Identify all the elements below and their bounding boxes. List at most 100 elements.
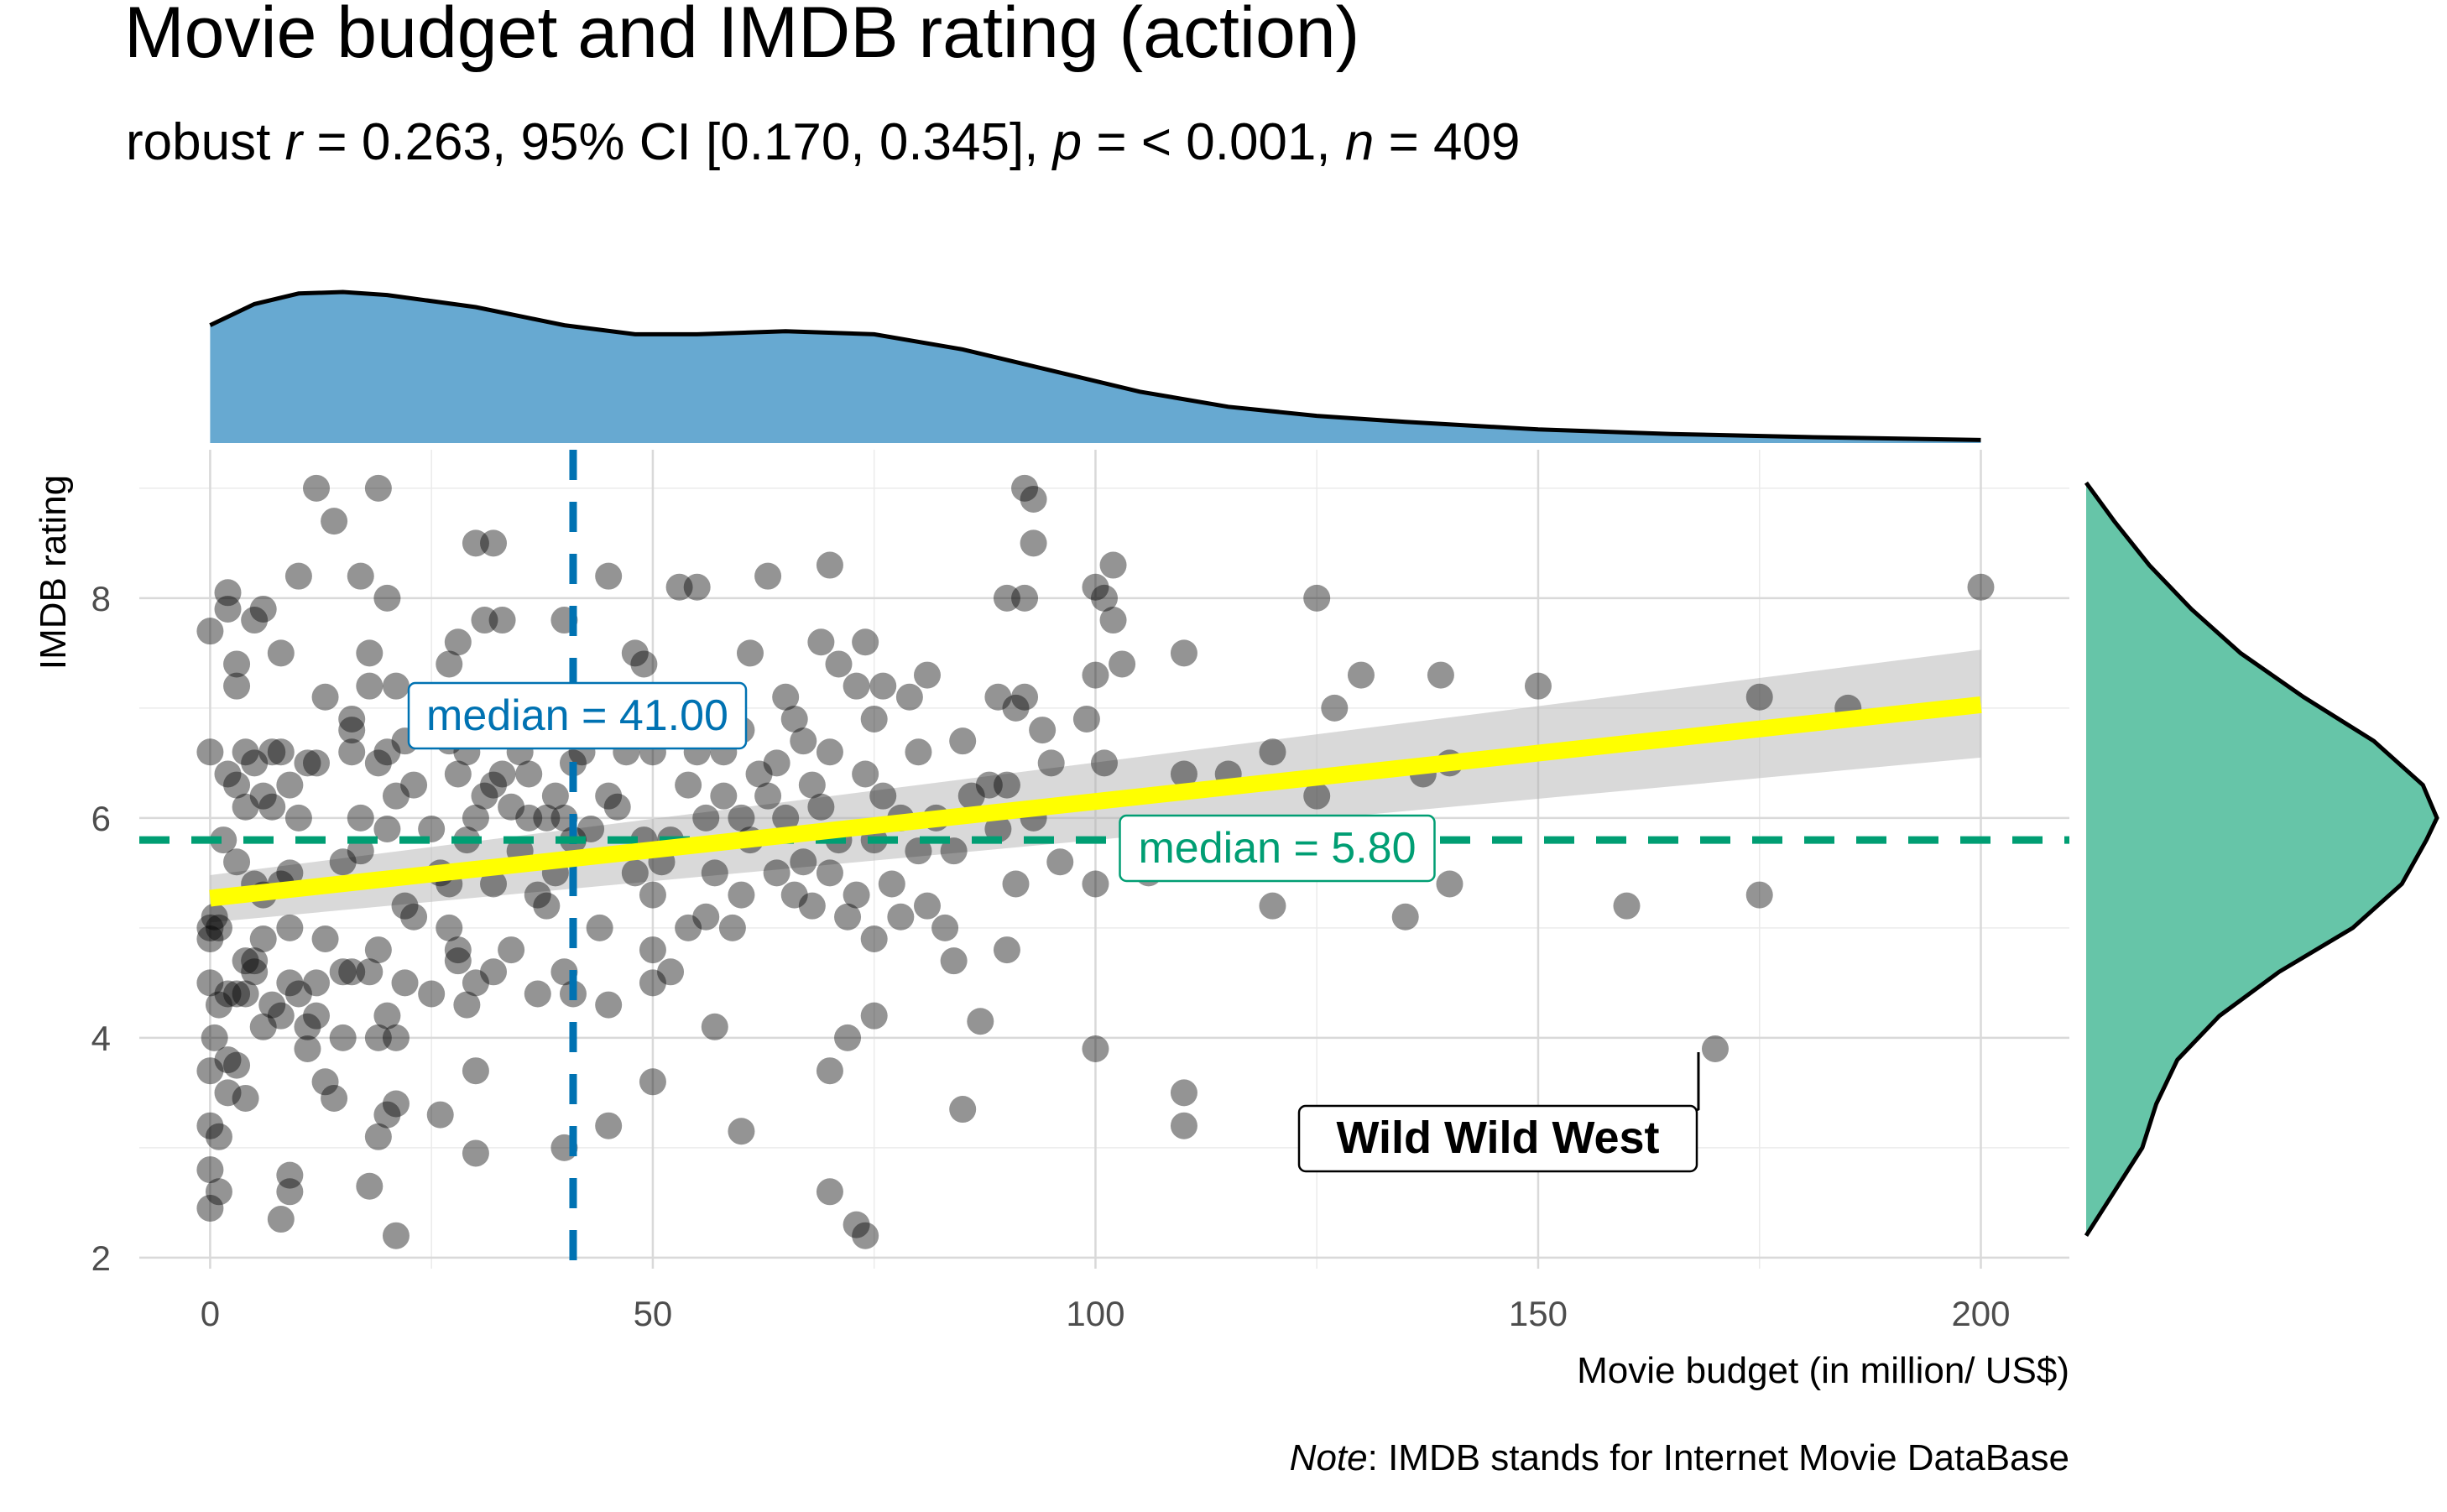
marginal-y-outline	[2084, 481, 2439, 1238]
data-point	[303, 969, 331, 997]
data-point	[232, 738, 259, 766]
data-point	[736, 639, 764, 667]
data-point	[223, 650, 251, 678]
x-tick-label: 0	[201, 1294, 220, 1333]
data-point	[196, 618, 224, 645]
data-point	[1170, 639, 1197, 667]
data-point	[214, 579, 242, 607]
data-point	[453, 991, 481, 1019]
data-point	[1072, 705, 1100, 733]
data-point	[1082, 870, 1109, 898]
data-point	[338, 958, 366, 986]
data-point	[294, 1013, 321, 1040]
data-point	[905, 738, 932, 766]
data-point	[834, 903, 862, 931]
median-y-label: median = 5.80	[1119, 814, 1436, 883]
data-point	[595, 782, 623, 810]
data-point	[276, 969, 304, 997]
data-point	[462, 529, 489, 557]
annotation-box	[1297, 1104, 1698, 1173]
data-point	[515, 760, 543, 788]
annotation-layer: Wild Wild West	[1297, 1051, 1700, 1173]
data-point	[1082, 573, 1109, 601]
data-point	[621, 859, 649, 887]
annotation-label: Wild Wild West	[1297, 1104, 1698, 1173]
x-tick-label: 200	[1951, 1294, 2010, 1333]
data-point	[1099, 607, 1127, 634]
data-point	[488, 607, 516, 634]
data-point	[321, 508, 348, 535]
data-point	[1011, 683, 1039, 711]
data-point	[533, 804, 561, 832]
data-point	[1613, 892, 1641, 920]
data-point	[595, 562, 623, 590]
data-point	[665, 573, 693, 601]
data-point	[1082, 661, 1109, 689]
data-point	[338, 717, 366, 744]
y-axis-ticks: 2 4 6 8	[91, 579, 111, 1278]
data-point	[718, 914, 746, 941]
data-point	[480, 870, 508, 898]
data-point	[444, 628, 472, 656]
data-point	[1259, 892, 1286, 920]
data-point	[1524, 672, 1552, 700]
regression-line-layer	[209, 696, 1982, 907]
annotation-leader	[1694, 1051, 1700, 1113]
data-point	[675, 914, 702, 941]
data-point	[639, 969, 666, 997]
data-point	[267, 639, 295, 667]
data-point	[356, 639, 383, 667]
data-point	[249, 1013, 277, 1040]
data-point	[1427, 661, 1454, 689]
data-point	[816, 859, 843, 887]
data-point	[488, 760, 516, 788]
data-point	[382, 1024, 410, 1051]
data-point	[241, 607, 269, 634]
data-point	[382, 1222, 410, 1249]
data-point	[444, 936, 472, 964]
data-point	[1436, 870, 1464, 898]
data-point	[223, 848, 251, 876]
data-point	[196, 738, 224, 766]
data-point	[772, 804, 800, 832]
y-tick-label: 8	[91, 579, 111, 618]
data-point	[249, 782, 277, 810]
data-point	[196, 914, 224, 941]
data-point	[258, 991, 286, 1019]
data-point	[728, 881, 755, 909]
data-point	[462, 969, 489, 997]
data-point	[462, 1139, 489, 1167]
data-point	[329, 1024, 357, 1051]
data-point	[400, 903, 428, 931]
data-point	[444, 947, 472, 975]
data-point	[931, 914, 959, 941]
marginal-y-area	[2086, 482, 2437, 1236]
x-tick-label: 100	[1066, 1294, 1124, 1333]
data-point	[382, 672, 410, 700]
data-point	[276, 1161, 304, 1189]
data-point	[462, 804, 489, 832]
data-point	[232, 980, 259, 1008]
data-point	[338, 738, 366, 766]
data-point	[303, 749, 331, 777]
data-point	[444, 760, 472, 788]
median-lines	[139, 450, 2069, 1269]
data-point	[1170, 1112, 1197, 1139]
data-point	[1046, 848, 1074, 876]
data-point	[1082, 1035, 1109, 1062]
y-tick-label: 6	[91, 799, 111, 838]
data-point	[834, 1024, 862, 1051]
data-point	[1020, 485, 1047, 513]
data-point	[303, 474, 331, 502]
data-point	[1170, 1079, 1197, 1107]
data-point	[373, 1002, 401, 1030]
data-point	[603, 793, 631, 821]
data-point	[196, 925, 224, 952]
data-point	[639, 936, 666, 964]
data-point	[772, 683, 800, 711]
data-point	[294, 1035, 321, 1062]
median-x-label-box	[407, 681, 748, 750]
data-point	[205, 1123, 232, 1150]
data-point	[790, 727, 817, 755]
data-point	[436, 914, 463, 941]
